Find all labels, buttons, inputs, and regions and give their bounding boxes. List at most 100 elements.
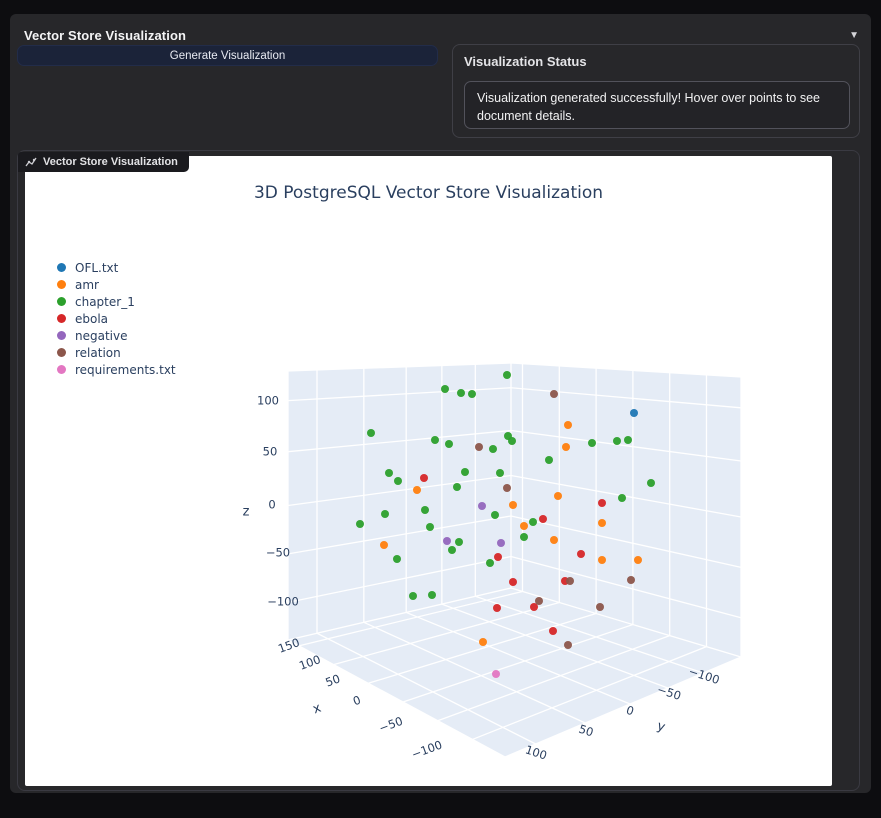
scatter-point-ebola[interactable] [530,603,538,611]
scatter-point-chapter_1[interactable] [455,538,463,546]
scatter-point-chapter_1[interactable] [381,510,389,518]
scatter-point-negative[interactable] [443,537,451,545]
scatter-point-chapter_1[interactable] [624,436,632,444]
scatter-point-chapter_1[interactable] [453,483,461,491]
scatter-point-ebola[interactable] [539,515,547,523]
scatter-point-chapter_1[interactable] [421,506,429,514]
scatter-point-ebola[interactable] [509,578,517,586]
scatter-point-ebola[interactable] [493,604,501,612]
scatter-point-relation[interactable] [596,603,604,611]
accordion-collapse-icon[interactable]: ▼ [849,29,859,41]
scatter-point-chapter_1[interactable] [394,477,402,485]
scatter-point-chapter_1[interactable] [618,494,626,502]
scatter-point-amr[interactable] [479,638,487,646]
scatter-point-chapter_1[interactable] [461,468,469,476]
grid-line [287,429,512,453]
scatter-point-amr[interactable] [413,486,421,494]
scatter-point-chapter_1[interactable] [441,385,449,393]
legend-label: OFL.txt [75,260,119,275]
visualization-status-group: Visualization Status Visualization gener… [452,44,860,138]
scatter-point-negative[interactable] [478,502,486,510]
scatter-point-chapter_1[interactable] [426,523,434,531]
axis-tick: −100 [410,738,444,762]
grid-line [298,590,523,647]
scatter-point-amr[interactable] [564,421,572,429]
status-textbox[interactable]: Visualization generated successfully! Ho… [464,81,850,129]
scatter-point-negative[interactable] [497,539,505,547]
legend-item[interactable]: ebola [57,310,176,327]
scatter-point-chapter_1[interactable] [448,546,456,554]
scatter-point-chapter_1[interactable] [468,390,476,398]
scatter-point-chapter_1[interactable] [508,437,516,445]
scatter-point-chapter_1[interactable] [529,518,537,526]
scatter-point-relation[interactable] [550,390,558,398]
scatter-point-chapter_1[interactable] [409,592,417,600]
scatter-point-ebola[interactable] [494,553,502,561]
scatter-point-amr[interactable] [598,519,606,527]
scatter-point-amr[interactable] [634,556,642,564]
legend-dot-icon [57,280,66,289]
grid-line [287,362,512,372]
legend-item[interactable]: relation [57,344,176,361]
legend-dot-icon [57,263,66,272]
legend-item[interactable]: requirements.txt [57,361,176,378]
scatter-point-chapter_1[interactable] [486,559,494,567]
scatter-point-ebola[interactable] [598,499,606,507]
scatter-point-amr[interactable] [509,501,517,509]
grid-line [510,515,742,569]
scatter-point-chapter_1[interactable] [356,520,364,528]
scatter-point-relation[interactable] [627,576,635,584]
legend-item[interactable]: chapter_1 [57,293,176,310]
scatter-point-chapter_1[interactable] [457,389,465,397]
scatter-point-chapter_1[interactable] [491,511,499,519]
grid-line [437,634,670,722]
scatter-point-chapter_1[interactable] [367,429,375,437]
scatter-point-chapter_1[interactable] [647,479,655,487]
grid-line [287,474,512,507]
scatter-point-amr[interactable] [598,556,606,564]
scatter-point-amr[interactable] [380,541,388,549]
legend-item[interactable]: amr [57,276,176,293]
scatter-point-ebola[interactable] [549,627,557,635]
legend-item[interactable]: OFL.txt [57,259,176,276]
generate-visualization-button[interactable]: Generate Visualization [17,45,438,66]
grid-line [510,474,742,518]
accordion-header[interactable]: Vector Store Visualization ▼ [24,21,859,49]
legend-item[interactable]: negative [57,327,176,344]
scatter-point-chapter_1[interactable] [503,371,511,379]
scatter-point-amr[interactable] [550,536,558,544]
plot-container: 3D PostgreSQL Vector Store Visualization… [17,150,860,791]
scatter-point-chapter_1[interactable] [445,440,453,448]
scatter-point-chapter_1[interactable] [588,439,596,447]
scatter-point-relation[interactable] [564,641,572,649]
scatter-point-chapter_1[interactable] [496,469,504,477]
axis-tick: −50 [655,682,682,703]
scatter-point-chapter_1[interactable] [613,437,621,445]
scatter-point-relation[interactable] [503,484,511,492]
scatter-point-ebola[interactable] [420,474,428,482]
grid-line [368,612,597,684]
scatter-point-ebola[interactable] [577,550,585,558]
grid-line [287,387,512,402]
scatter-point-amr[interactable] [554,492,562,500]
scatter-point-chapter_1[interactable] [428,591,436,599]
scatter-point-relation[interactable] [535,597,543,605]
scatter-point-chapter_1[interactable] [489,445,497,453]
axis-tick: x [311,701,324,718]
scatter-point-chapter_1[interactable] [520,533,528,541]
scatter-point-amr[interactable] [562,443,570,451]
scatter-point-chapter_1[interactable] [545,456,553,464]
legend-dot-icon [57,365,66,374]
scatter-point-relation[interactable] [475,443,483,451]
scatter-point-OFL.txt[interactable] [630,409,638,417]
scatter-point-relation[interactable] [566,577,574,585]
grid-line [363,621,586,724]
scatter-point-requirements.txt[interactable] [492,670,500,678]
scatter-point-amr[interactable] [520,522,528,530]
scatter-point-chapter_1[interactable] [385,469,393,477]
axis-tick: 50 [577,722,595,740]
plot-tab-label-text: Vector Store Visualization [43,156,178,168]
scatter-point-chapter_1[interactable] [431,436,439,444]
scatter-point-chapter_1[interactable] [393,555,401,563]
